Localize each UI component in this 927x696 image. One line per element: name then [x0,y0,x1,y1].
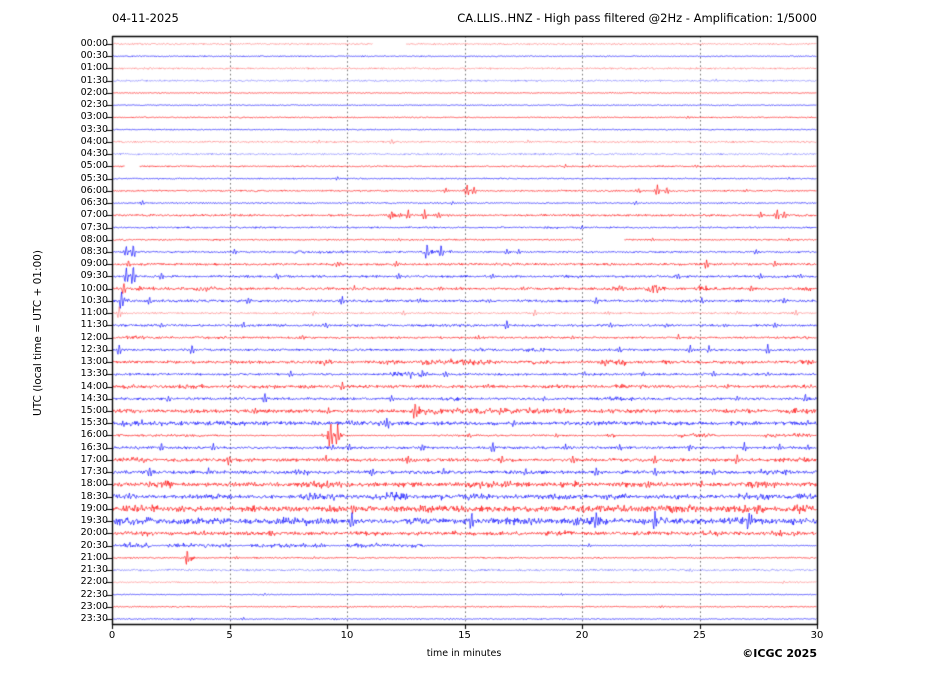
y-tick-label: 17:30 [80,466,108,478]
y-tick-label: 15:30 [80,417,108,429]
y-tick-label: 03:30 [80,123,108,135]
y-tick-label: 15:00 [80,405,108,417]
y-tick-label: 13:00 [80,356,108,368]
copyright-label: ©ICGC 2025 [742,647,817,660]
y-tick-label: 20:00 [80,527,108,539]
y-tick-label: 08:30 [80,245,108,257]
x-tick-label: 5 [226,630,233,641]
y-tick-label: 23:30 [80,612,108,624]
x-tick-label: 0 [108,630,116,641]
y-tick-label: 00:30 [80,50,108,62]
y-tick-label: 05:30 [80,172,108,184]
x-axis-label: time in minutes [426,648,502,659]
y-tick-label: 01:00 [80,62,108,74]
y-tick-label: 11:30 [80,319,108,331]
y-tick-label: 08:00 [80,233,108,245]
y-tick-label: 02:00 [80,86,108,98]
y-tick-label: 06:30 [80,197,108,209]
y-tick-label: 01:30 [80,74,108,86]
y-tick-label: 10:30 [80,294,108,306]
y-tick-label: 18:30 [80,490,108,502]
y-tick-label: 21:00 [80,551,108,563]
y-tick-label: 09:30 [80,270,108,282]
y-tick-label: 22:30 [80,588,108,600]
y-tick-label: 17:00 [80,453,108,465]
y-tick-label: 19:30 [80,515,108,527]
y-tick-label: 11:00 [80,307,108,319]
x-tick-label: 20 [575,630,589,641]
chart-title: CA.LLIS..HNZ - High pass filtered @2Hz -… [457,11,817,25]
y-tick-label: 03:00 [80,111,108,123]
y-tick-label: 14:00 [80,380,108,392]
date-label: 04-11-2025 [112,11,179,25]
y-tick-label: 00:00 [80,38,108,49]
y-tick-label: 23:00 [80,600,108,612]
y-tick-label: 09:00 [80,258,108,270]
y-tick-label: 19:00 [80,502,108,514]
y-tick-label: 13:30 [80,368,108,380]
y-tick-label: 07:00 [80,209,108,221]
y-tick-label: 20:30 [80,539,108,551]
y-tick-label: 04:30 [80,148,108,160]
x-tick-label: 15 [458,630,471,641]
x-tick-label: 30 [810,630,824,641]
x-tick-label: 25 [693,630,706,641]
y-tick-label: 21:30 [80,564,108,576]
y-tick-label: 12:30 [80,343,108,355]
y-tick-label: 14:30 [80,392,108,404]
y-tick-label: 07:30 [80,221,108,233]
y-tick-label: 18:00 [80,478,108,490]
y-tick-label: 10:00 [80,282,108,294]
y-tick-label: 16:00 [80,429,108,441]
y-tick-label: 22:00 [80,576,108,588]
y-tick-label: 04:00 [80,135,108,147]
x-tick-label: 10 [340,630,354,641]
y-tick-label: 06:00 [80,184,108,196]
y-tick-label: 12:00 [80,331,108,343]
y-tick-label: 05:00 [80,160,108,172]
y-tick-label: 02:30 [80,99,108,111]
y-tick-label: 16:30 [80,441,108,453]
